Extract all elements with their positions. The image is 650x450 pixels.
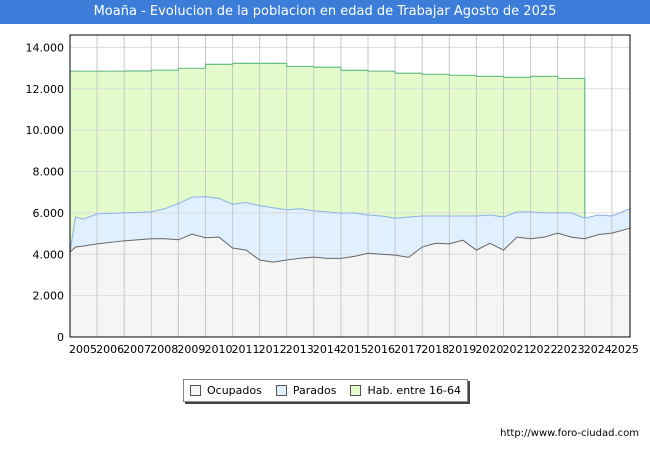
x-tick-label: 2023 — [557, 343, 585, 356]
legend-swatch — [350, 385, 362, 396]
y-tick-label: 10.000 — [26, 124, 65, 137]
x-tick-label: 2008 — [150, 343, 178, 356]
source-url[interactable]: http://www.foro-ciudad.com — [500, 428, 639, 439]
legend: Ocupados Parados Hab. entre 16-64 — [183, 379, 468, 402]
x-tick-label: 2020 — [475, 343, 503, 356]
hab-line — [70, 62, 586, 219]
x-tick-label: 2018 — [421, 343, 449, 356]
x-tick-label: 2019 — [448, 343, 476, 356]
x-tick-label: 2012 — [259, 343, 287, 356]
y-tick-label: 6.000 — [33, 207, 65, 220]
x-tick-label: 2024 — [584, 343, 612, 356]
legend-swatch — [189, 385, 201, 396]
x-tick-label: 2013 — [286, 343, 314, 356]
x-tick-label: 2010 — [204, 343, 232, 356]
legend-label: Ocupados — [206, 384, 262, 397]
x-tick-label: 2005 — [69, 343, 97, 356]
y-tick-label: 0 — [57, 331, 64, 344]
legend-swatch — [275, 385, 287, 396]
x-tick-label: 2007 — [123, 343, 151, 356]
x-tick-label: 2022 — [530, 343, 558, 356]
y-tick-label: 2.000 — [33, 290, 65, 303]
legend-item-hab: Hab. entre 16-64 — [350, 384, 461, 397]
legend-item-ocupados: Ocupados — [189, 384, 262, 397]
x-tick-label: 2006 — [96, 343, 124, 356]
x-tick-label: 2014 — [313, 343, 341, 356]
chart-title: Moaña - Evolucion de la poblacion en eda… — [0, 0, 650, 24]
y-tick-label: 4.000 — [33, 248, 65, 261]
ocupados-area — [70, 228, 630, 337]
x-tick-label: 2009 — [177, 343, 205, 356]
legend-label: Hab. entre 16-64 — [367, 384, 461, 397]
x-tick-label: 2011 — [232, 343, 260, 356]
x-tick-label: 2016 — [367, 343, 395, 356]
x-tick-label: 2017 — [394, 343, 422, 356]
y-tick-label: 12.000 — [26, 83, 65, 96]
ocupados-line — [69, 227, 631, 263]
legend-label: Parados — [292, 384, 337, 397]
y-tick-label: 14.000 — [26, 41, 65, 54]
x-tick-label: 2025 — [611, 343, 639, 356]
legend-item-parados: Parados — [275, 384, 337, 397]
parados-line — [69, 196, 631, 253]
x-tick-label: 2015 — [340, 343, 368, 356]
plot-frame — [69, 34, 631, 338]
x-tick-label: 2021 — [502, 343, 530, 356]
y-tick-label: 8.000 — [33, 166, 65, 179]
